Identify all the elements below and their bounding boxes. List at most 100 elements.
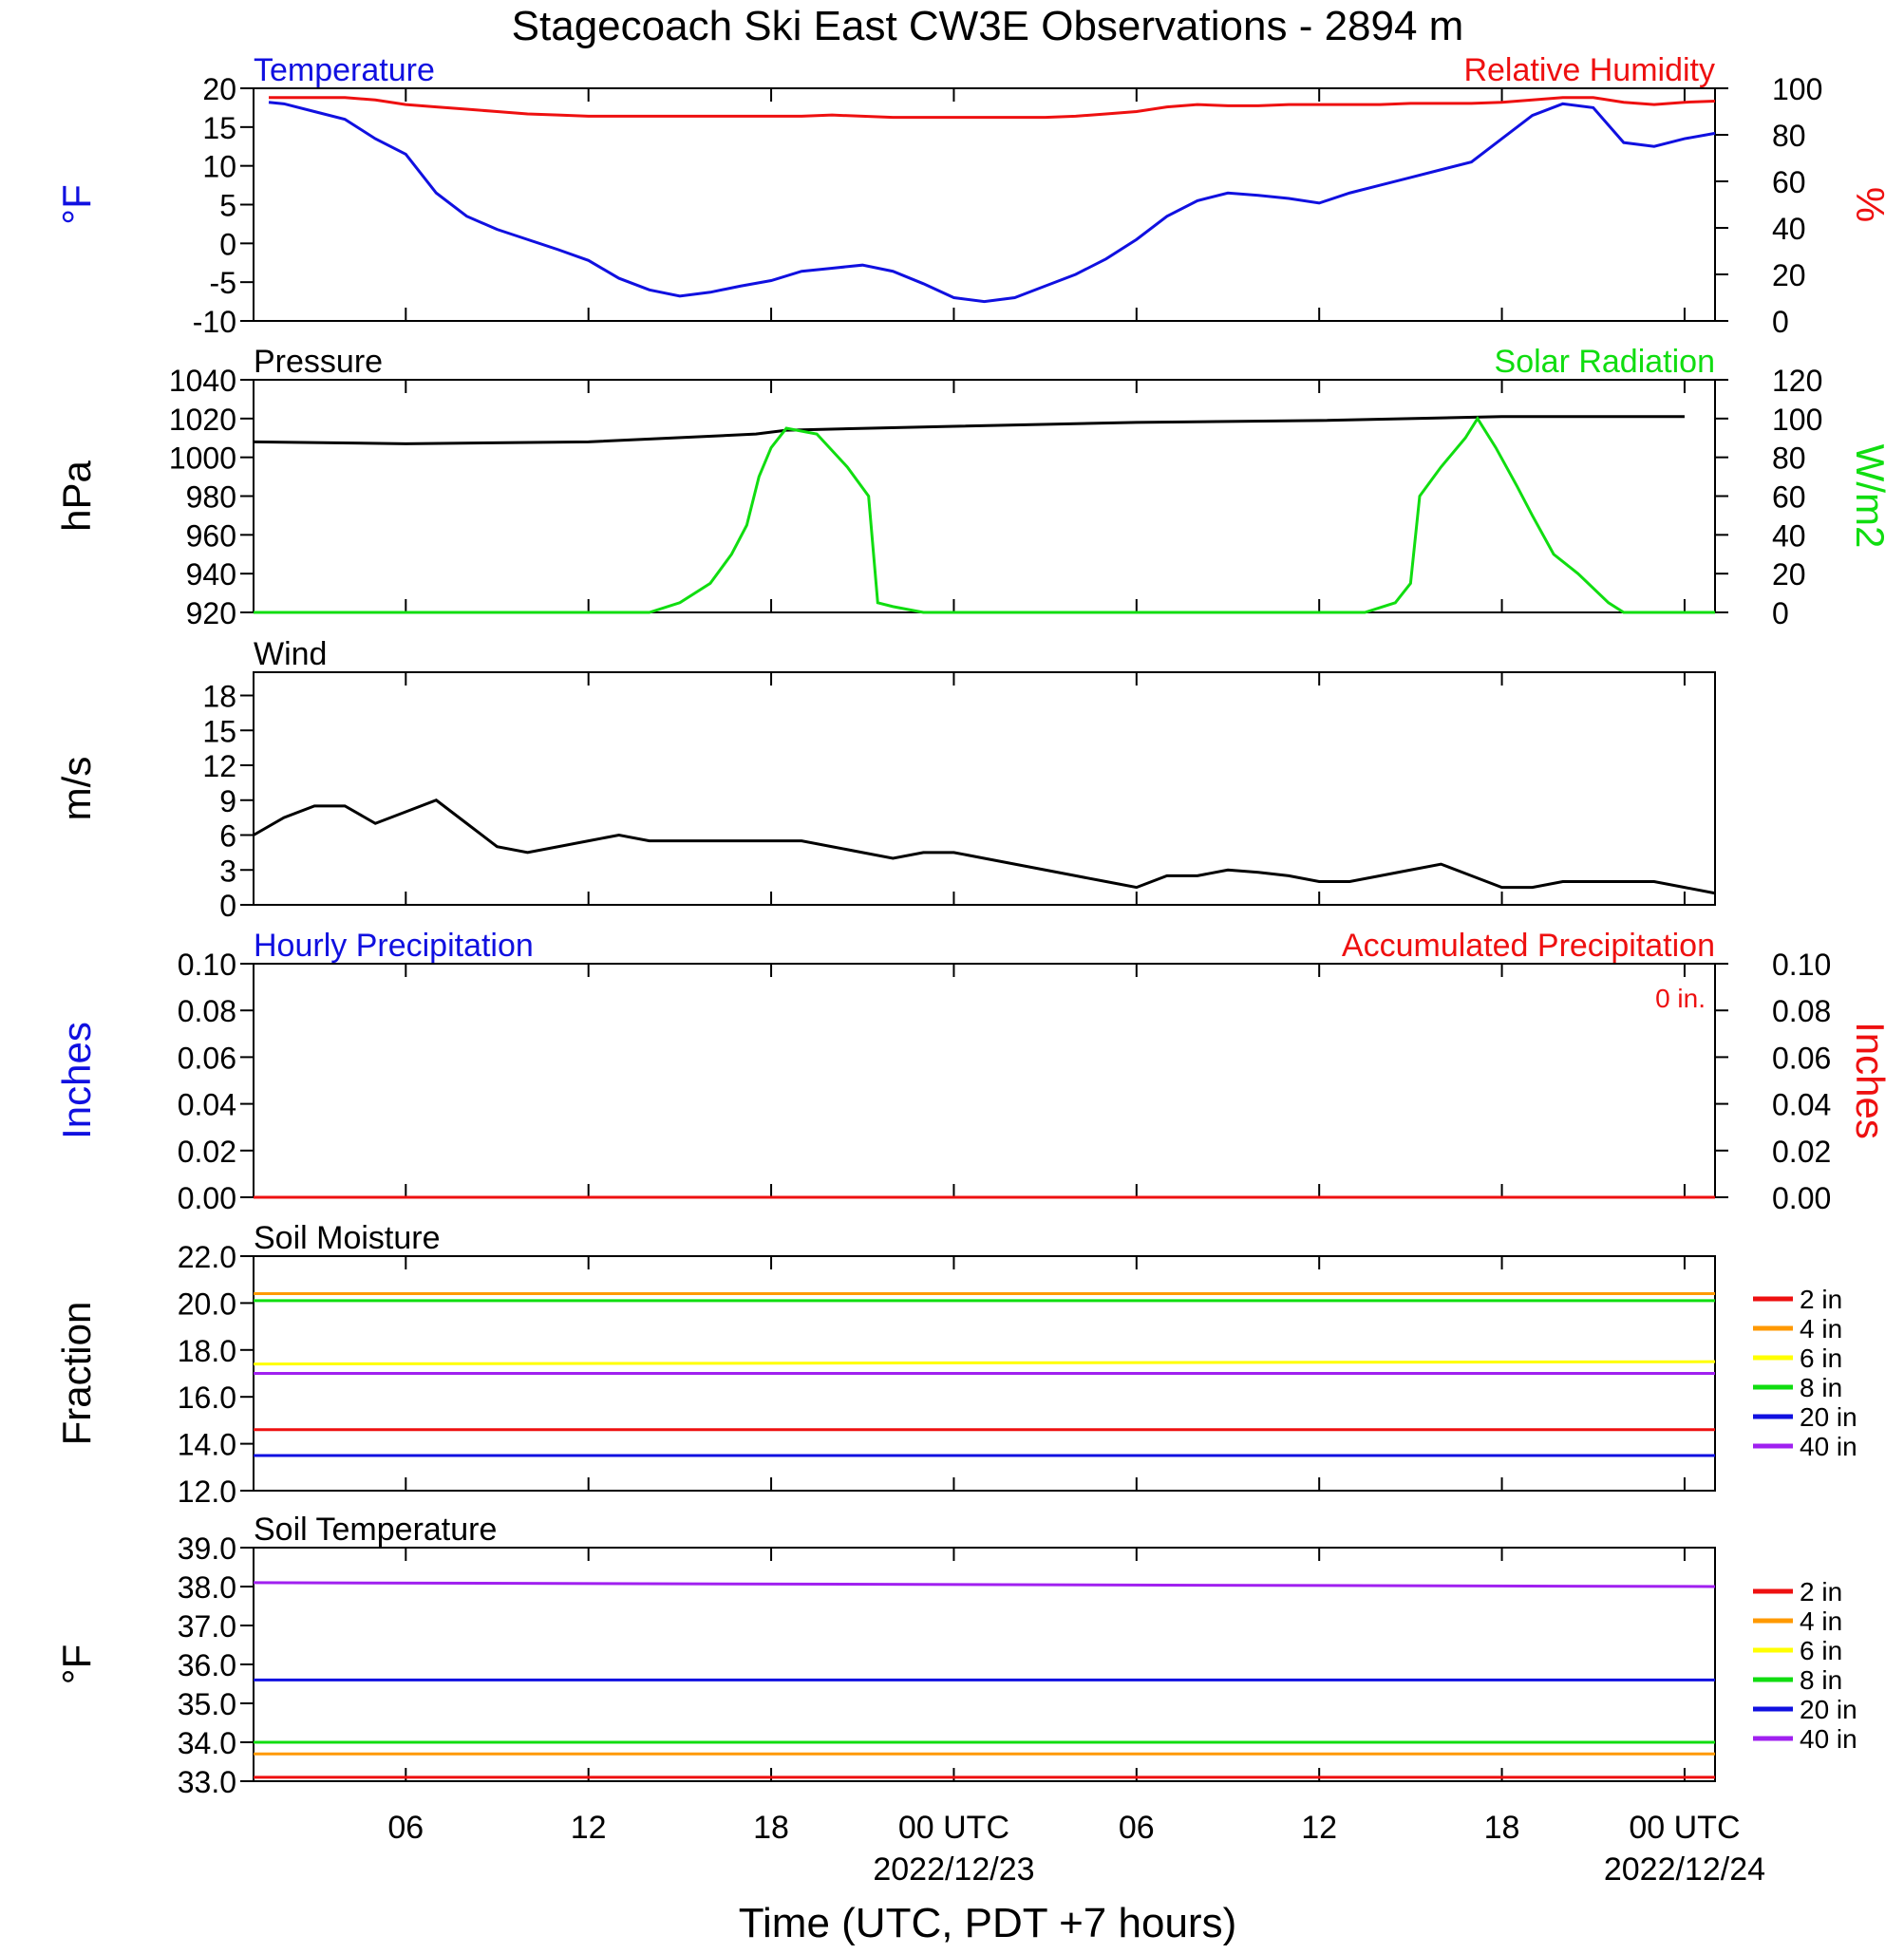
y-tick-label: 20 <box>202 72 236 106</box>
y-tick-label: 5 <box>219 189 236 223</box>
left-axis-units: Inches <box>54 1022 99 1139</box>
legend-label: 6 in <box>1800 1343 1842 1373</box>
y-tick-label: 12 <box>202 749 236 783</box>
y-tick-label: 38.0 <box>178 1570 236 1605</box>
y-tick-label: 980 <box>186 480 236 515</box>
panel-left-title: Temperature <box>254 52 435 88</box>
y-tick-label: 0.02 <box>178 1135 236 1169</box>
y-tick-label: 920 <box>186 596 236 630</box>
y2-tick-label: 60 <box>1772 480 1806 515</box>
panel-left-title: Wind <box>254 636 327 672</box>
series-line-solar-radiation <box>254 416 1715 614</box>
panel-right-title: Relative Humidity <box>1463 52 1715 88</box>
legend-label: 8 in <box>1800 1373 1842 1402</box>
x-tick-label: 18 <box>753 1810 789 1846</box>
y-tick-label: 1000 <box>169 442 236 476</box>
left-axis-units: Fraction <box>54 1302 99 1446</box>
y-tick-label: 14.0 <box>178 1428 236 1462</box>
y-tick-label: -10 <box>193 305 236 339</box>
x-tick-date: 2022/12/23 <box>873 1851 1034 1888</box>
left-axis-units: °F <box>54 1644 99 1684</box>
y2-tick-label: 0.00 <box>1772 1181 1831 1215</box>
y2-tick-label: 80 <box>1772 119 1806 153</box>
x-tick-label: 06 <box>387 1810 424 1846</box>
y2-tick-label: 100 <box>1772 403 1822 437</box>
y-tick-label: 20.0 <box>178 1287 236 1321</box>
y-tick-label: 1040 <box>169 364 236 398</box>
y2-tick-label: 0.04 <box>1772 1088 1831 1122</box>
y2-tick-label: 120 <box>1772 364 1822 398</box>
y2-tick-label: 0.06 <box>1772 1041 1831 1075</box>
y2-tick-label: 0 <box>1772 596 1789 630</box>
panel-frame <box>253 671 1716 906</box>
y-tick-label: 35.0 <box>178 1687 236 1721</box>
legend-label: 6 in <box>1800 1636 1842 1665</box>
y-tick-label: 33.0 <box>178 1765 236 1799</box>
y-tick-label: 6 <box>219 819 236 854</box>
y-tick-label: 22.0 <box>178 1240 236 1274</box>
y-tick-label: 34.0 <box>178 1726 236 1760</box>
y2-tick-label: 40 <box>1772 518 1806 553</box>
legend-label: 4 in <box>1800 1606 1842 1636</box>
y-tick-label: 37.0 <box>178 1609 236 1644</box>
y-tick-label: 9 <box>219 784 236 818</box>
y-tick-label: 16.0 <box>178 1381 236 1415</box>
series-line-relative-humidity <box>269 96 1716 120</box>
x-tick-label: 00 UTC <box>898 1810 1009 1846</box>
y2-tick-label: 0.02 <box>1772 1135 1831 1169</box>
legend-label: 40 in <box>1800 1724 1857 1754</box>
y-tick-label: 0 <box>219 889 236 923</box>
y-tick-label: 36.0 <box>178 1648 236 1682</box>
panel-right-title: Solar Radiation <box>1495 344 1715 380</box>
y2-tick-label: 40 <box>1772 212 1806 246</box>
y-tick-label: 0.10 <box>178 948 236 982</box>
left-axis-units: m/s <box>54 757 99 821</box>
y-tick-label: 18 <box>202 680 236 714</box>
y2-tick-label: 20 <box>1772 557 1806 592</box>
right-axis-units: % <box>1848 187 1893 222</box>
x-tick-date: 2022/12/24 <box>1604 1851 1765 1888</box>
x-tick-label: 12 <box>571 1810 607 1846</box>
x-tick-label: 18 <box>1484 1810 1520 1846</box>
panel-left-title: Pressure <box>254 344 383 380</box>
y-tick-label: 12.0 <box>178 1475 236 1509</box>
left-axis-units: hPa <box>54 460 99 531</box>
series-line-40-in <box>253 1581 1716 1588</box>
y2-tick-label: 0 <box>1772 305 1789 339</box>
legend-label: 2 in <box>1800 1577 1842 1606</box>
y2-tick-label: 0.08 <box>1772 994 1831 1028</box>
x-tick-label: 12 <box>1301 1810 1337 1846</box>
y-tick-label: 1020 <box>169 403 236 437</box>
legend-label: 2 in <box>1800 1285 1842 1314</box>
panel-soil-moisture: 22.0 20.0 18.0 16.0 14.0 12.0 Soil Moisture Fra… <box>54 1220 1857 1509</box>
x-axis-label: Time (UTC, PDT +7 hours) <box>739 1900 1236 1946</box>
y-tick-label: 18.0 <box>178 1334 236 1368</box>
legend-label: 20 in <box>1800 1402 1857 1432</box>
y2-tick-label: 80 <box>1772 442 1806 476</box>
y-tick-label: 15 <box>202 111 236 145</box>
x-axis: 06 12 18 00 UTC 2022/12/23 06 12 18 00 UTC 2022/1… <box>387 1810 1765 1888</box>
legend-label: 40 in <box>1800 1432 1857 1461</box>
y-tick-label: 39.0 <box>178 1531 236 1566</box>
panel-precipitation: 0.10 0.08 0.06 0.04 0.02 0.00 0.10 0.08 0.06 0.04… <box>54 928 1893 1215</box>
y2-tick-label: 100 <box>1772 72 1822 106</box>
right-axis-units: Inches <box>1848 1022 1893 1139</box>
accumulated-total: 0 in. <box>1655 984 1706 1013</box>
y-tick-label: 940 <box>186 557 236 592</box>
y-tick-label: 0.00 <box>178 1181 236 1215</box>
right-axis-units: W/m2 <box>1848 444 1893 549</box>
x-tick-label: 00 UTC <box>1629 1810 1740 1846</box>
legend-label: 4 in <box>1800 1314 1842 1343</box>
y-tick-label: 960 <box>186 518 236 553</box>
y2-tick-label: 20 <box>1772 258 1806 292</box>
y2-tick-label: 0.10 <box>1772 948 1831 982</box>
panel-left-title: Hourly Precipitation <box>254 928 534 964</box>
panel-soil-temperature: 39.0 38.0 37.0 36.0 35.0 34.0 33.0 Soil Tempera… <box>54 1512 1857 1799</box>
